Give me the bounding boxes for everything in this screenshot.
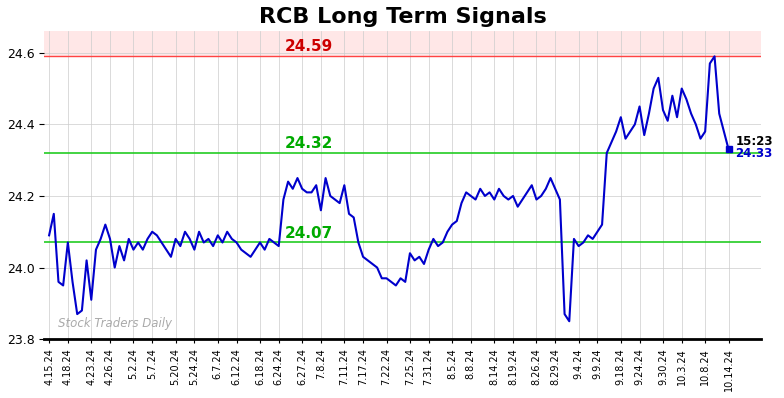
Text: 24.32: 24.32 [285,136,333,151]
Title: RCB Long Term Signals: RCB Long Term Signals [259,7,546,27]
Text: Stock Traders Daily: Stock Traders Daily [59,317,172,330]
Text: 24.33: 24.33 [735,147,773,160]
Text: 24.07: 24.07 [285,226,333,241]
Bar [45,31,761,57]
Text: 24.59: 24.59 [285,39,333,54]
Text: 15:23: 15:23 [735,135,773,148]
